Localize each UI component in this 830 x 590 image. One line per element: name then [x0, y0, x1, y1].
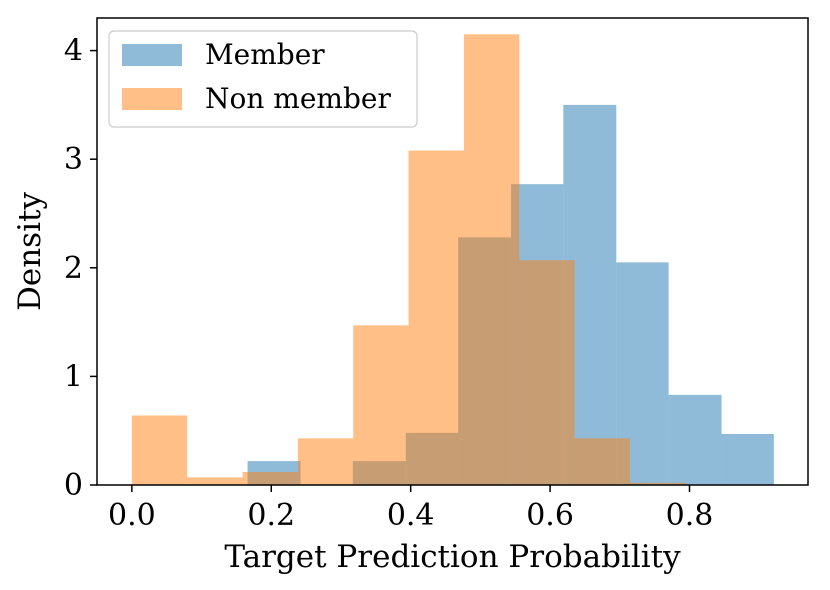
bar-non-member-8 — [574, 438, 630, 485]
histogram-bars — [131, 34, 774, 486]
y-tick-label: 3 — [64, 142, 83, 177]
x-tick-label: 0.2 — [247, 498, 295, 533]
bar-non-member-9 — [629, 482, 686, 485]
bar-non-member-4 — [353, 325, 409, 485]
legend-swatch-member — [122, 44, 182, 66]
y-axis-label: Density — [12, 192, 48, 311]
x-tick-label: 0.6 — [526, 498, 574, 533]
y-axis-ticks: 0 1 2 3 4 — [64, 34, 97, 503]
bar-non-member-2 — [242, 471, 298, 485]
legend-label-member: Member — [205, 38, 325, 71]
bar-non-member-3 — [297, 438, 354, 485]
y-tick-label: 1 — [64, 359, 83, 394]
bar-non-member-7 — [519, 260, 575, 485]
plot-frame — [96, 17, 809, 486]
x-axis-label: Target Prediction Probability — [224, 539, 681, 575]
legend-label-non-member: Non member — [205, 82, 391, 115]
bar-non-member-0 — [131, 415, 188, 485]
bar-non-member-1 — [187, 477, 243, 485]
legend: Member Non member — [108, 30, 418, 128]
x-axis-ticks: 0.0 0.2 0.4 0.6 0.8 — [108, 485, 713, 533]
bar-member-9 — [721, 433, 774, 485]
y-tick-label: 4 — [64, 34, 83, 69]
bar-non-member-6 — [463, 34, 520, 485]
x-tick-label: 0.4 — [387, 498, 435, 533]
x-tick-label: 0.0 — [108, 498, 156, 533]
y-tick-label: 0 — [64, 468, 83, 503]
y-tick-label: 2 — [64, 251, 83, 286]
legend-swatch-non-member — [122, 88, 182, 110]
bar-non-member-5 — [408, 150, 464, 485]
x-tick-label: 0.8 — [666, 498, 714, 533]
bar-member-8 — [668, 394, 722, 485]
legend-box — [108, 30, 418, 128]
